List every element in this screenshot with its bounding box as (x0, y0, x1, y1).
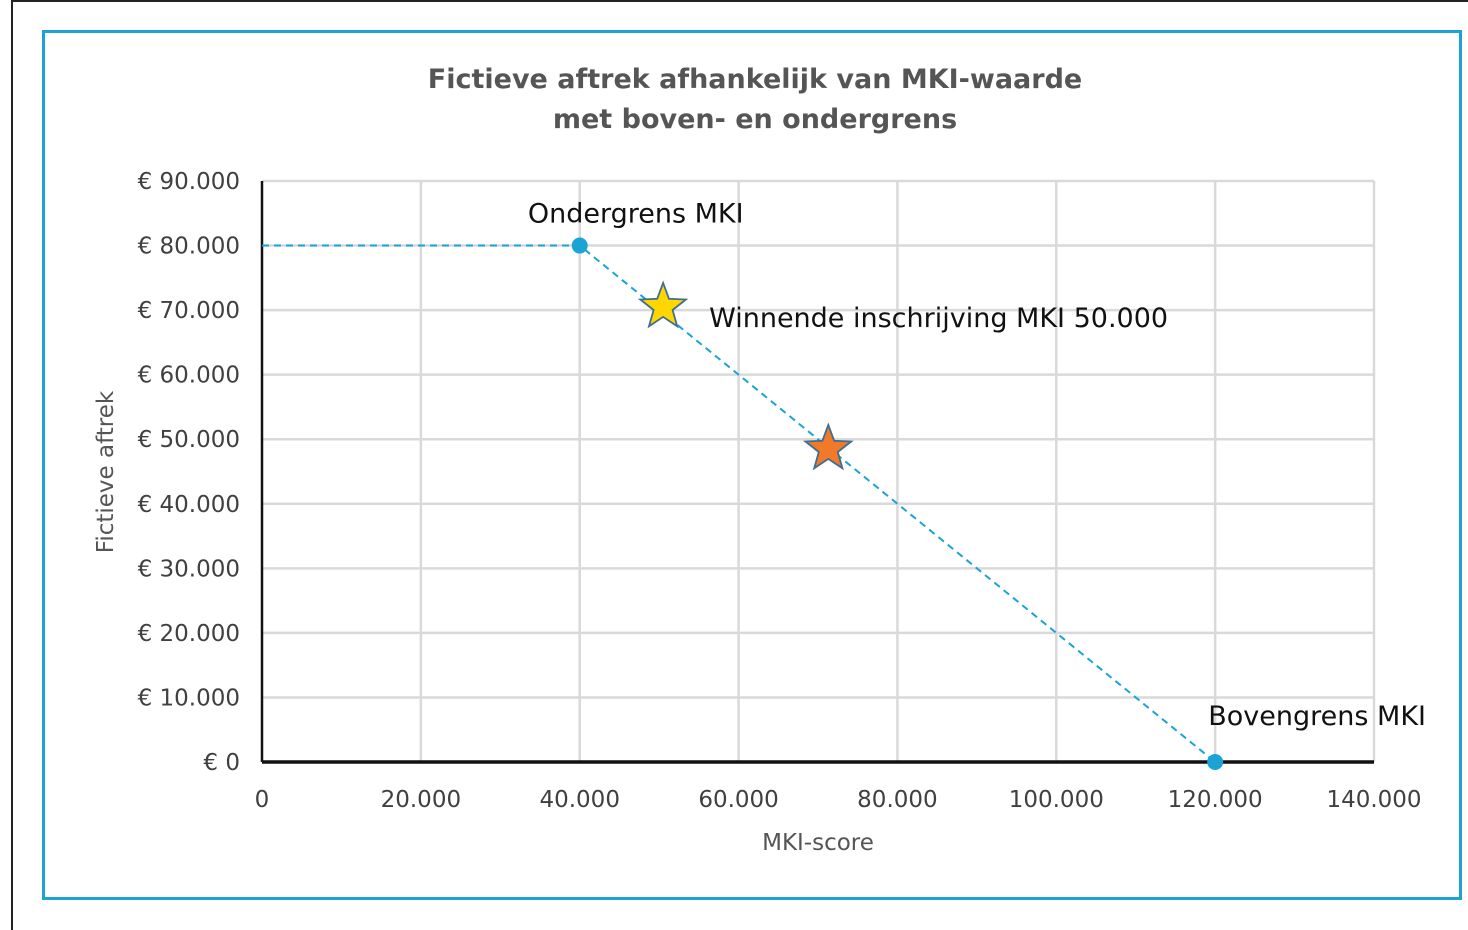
y-axis-title: Fictieve aftrek (93, 390, 119, 553)
x-tick-label: 20.000 (381, 787, 461, 813)
x-tick-label: 100.000 (1009, 787, 1104, 813)
x-tick-label: 80.000 (857, 787, 937, 813)
y-tick-label: € 30.000 (138, 556, 240, 582)
chart-frame (42, 30, 1462, 900)
y-tick-label: € 0 (203, 750, 240, 776)
data-point (1207, 754, 1224, 770)
outer-frame (11, 0, 1468, 930)
y-tick-labels: € 0 € 10.000 € 20.000 € 30.000 € 40.000 € 50.… (138, 169, 240, 776)
x-tick-labels: 0 20.000 40.000 60.000 80.000 100.000 120.000 1… (255, 787, 1422, 813)
star-marker (803, 422, 854, 471)
annotation-label: Bovengrens MKI (1208, 701, 1426, 732)
chart-subtitle: met boven- en ondergrens (553, 104, 957, 135)
annotation-label: Ondergrens MKI (528, 199, 744, 230)
y-tick-label: € 70.000 (138, 298, 240, 324)
x-tick-label: 40.000 (539, 787, 619, 813)
grid (260, 179, 1376, 764)
y-tick-label: € 60.000 (138, 363, 240, 389)
x-tick-label: 140.000 (1326, 787, 1421, 813)
y-tick-label: € 10.000 (138, 685, 240, 711)
y-tick-label: € 50.000 (138, 427, 240, 453)
chart-title: Fictieve aftrek afhankelijk van MKI-waar… (428, 64, 1082, 95)
x-axis-title: MKI-score (762, 830, 874, 856)
y-tick-label: € 20.000 (138, 621, 240, 647)
data-point (571, 237, 588, 254)
star-marker (637, 280, 689, 329)
markers: Ondergrens MKI Bovengrens MKI Winnende ins… (528, 199, 1426, 770)
y-tick-label: € 80.000 (138, 234, 240, 260)
x-tick-label: 120.000 (1168, 787, 1263, 813)
y-tick-label: € 90.000 (138, 169, 240, 195)
y-tick-label: € 40.000 (138, 492, 240, 518)
x-tick-label: 60.000 (698, 787, 778, 813)
x-tick-label: 0 (255, 787, 270, 813)
annotation-label: Winnende inschrijving MKI 50.000 (709, 303, 1168, 334)
